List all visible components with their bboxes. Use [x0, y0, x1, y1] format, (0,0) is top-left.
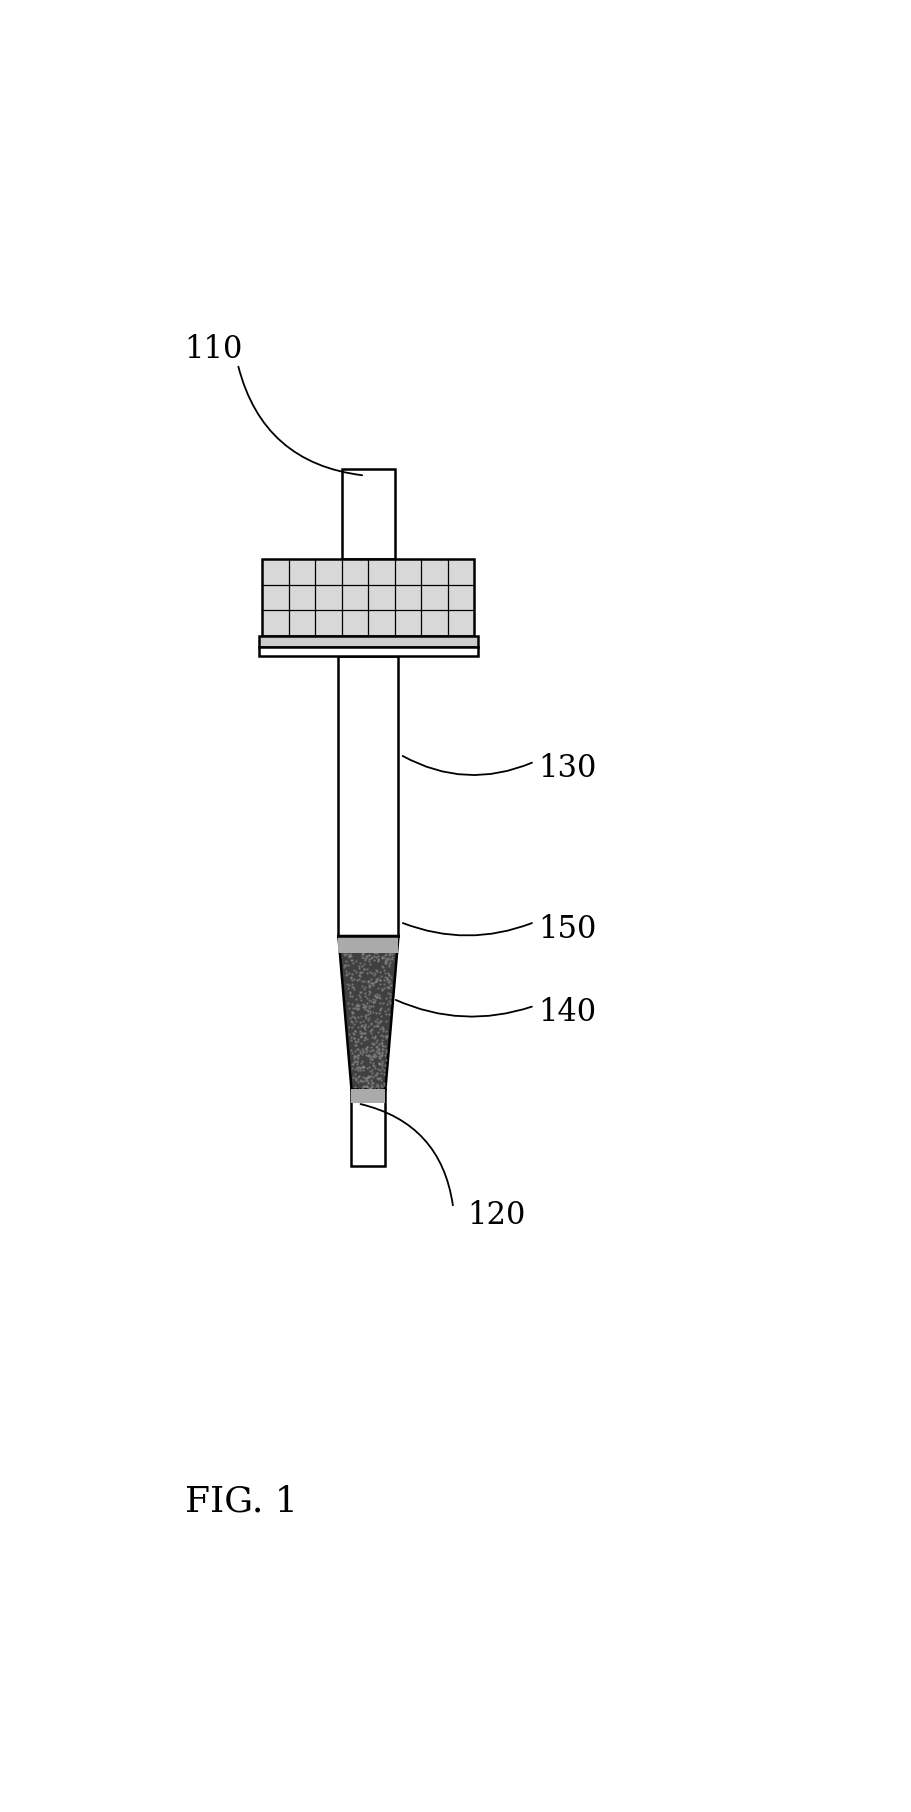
- Text: 110: 110: [184, 335, 243, 366]
- Polygon shape: [338, 937, 398, 1089]
- Bar: [351, 1089, 385, 1167]
- Bar: [262, 560, 474, 636]
- Text: 120: 120: [467, 1200, 526, 1230]
- Text: 130: 130: [537, 754, 596, 785]
- Bar: [338, 656, 398, 937]
- Text: 140: 140: [537, 997, 596, 1027]
- Bar: [259, 647, 477, 656]
- Bar: [342, 469, 394, 560]
- Text: 150: 150: [537, 913, 596, 944]
- Bar: [338, 937, 398, 953]
- Text: FIG. 1: FIG. 1: [184, 1484, 297, 1518]
- Bar: [351, 1089, 385, 1104]
- Bar: [259, 636, 477, 647]
